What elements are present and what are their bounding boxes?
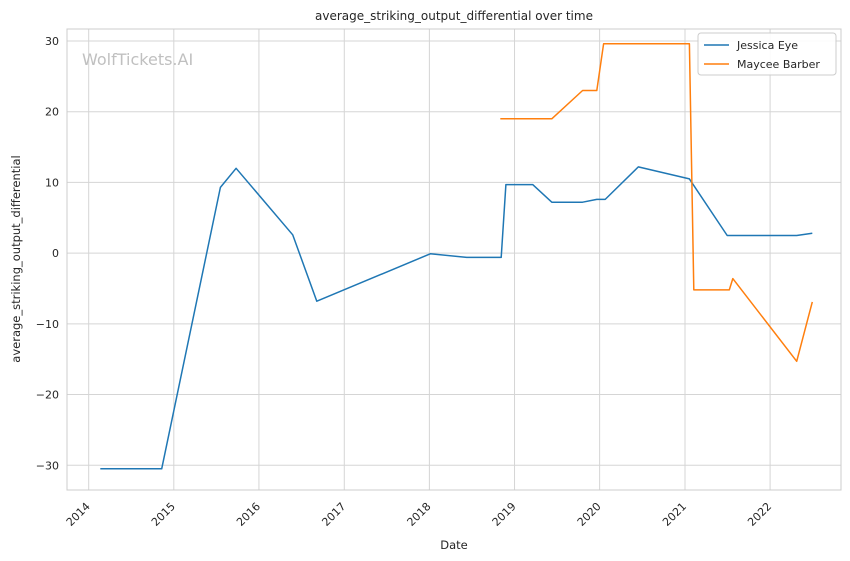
chart-title: average_striking_output_differential ove…: [315, 9, 593, 23]
x-tick-labels: 2014 2015 2016 2017 2018 2019 2020 2021 2022: [64, 500, 774, 529]
y-tick-labels: −30 −20 −10 0 10 20 30: [36, 35, 59, 472]
x-tick-label: 2022: [745, 500, 774, 529]
legend-box: [697, 32, 837, 76]
y-tick-label: 20: [45, 106, 59, 119]
grid-lines: [67, 29, 841, 490]
y-tick-label: −10: [36, 318, 59, 331]
x-tick-label: 2014: [64, 500, 93, 529]
y-tick-label: −30: [36, 459, 59, 472]
y-axis-label: average_striking_output_differential: [9, 155, 23, 362]
y-tick-label: 0: [52, 247, 59, 260]
series-lines: [100, 43, 814, 470]
legend-label-jessica-eye: Jessica Eye: [736, 39, 798, 52]
series-line-jessica-eye: [100, 166, 813, 470]
legend: Jessica Eye Maycee Barber: [697, 32, 837, 76]
y-tick-label: 10: [45, 176, 59, 189]
watermark: WolfTickets.AI: [82, 50, 193, 69]
y-tick-label: 30: [45, 35, 59, 48]
x-tick-label: 2015: [149, 500, 178, 529]
x-tick-label: 2020: [575, 500, 604, 529]
plot-frame: [66, 28, 842, 491]
x-tick-label: 2021: [660, 500, 689, 529]
series-line-maycee-barber: [500, 43, 814, 363]
legend-label-maycee-barber: Maycee Barber: [737, 58, 820, 71]
x-tick-label: 2018: [405, 500, 434, 529]
x-axis-label: Date: [440, 538, 468, 552]
y-tick-label: −20: [36, 389, 59, 402]
x-tick-label: 2016: [234, 500, 263, 529]
x-tick-label: 2019: [490, 500, 519, 529]
x-tick-label: 2017: [319, 500, 348, 529]
